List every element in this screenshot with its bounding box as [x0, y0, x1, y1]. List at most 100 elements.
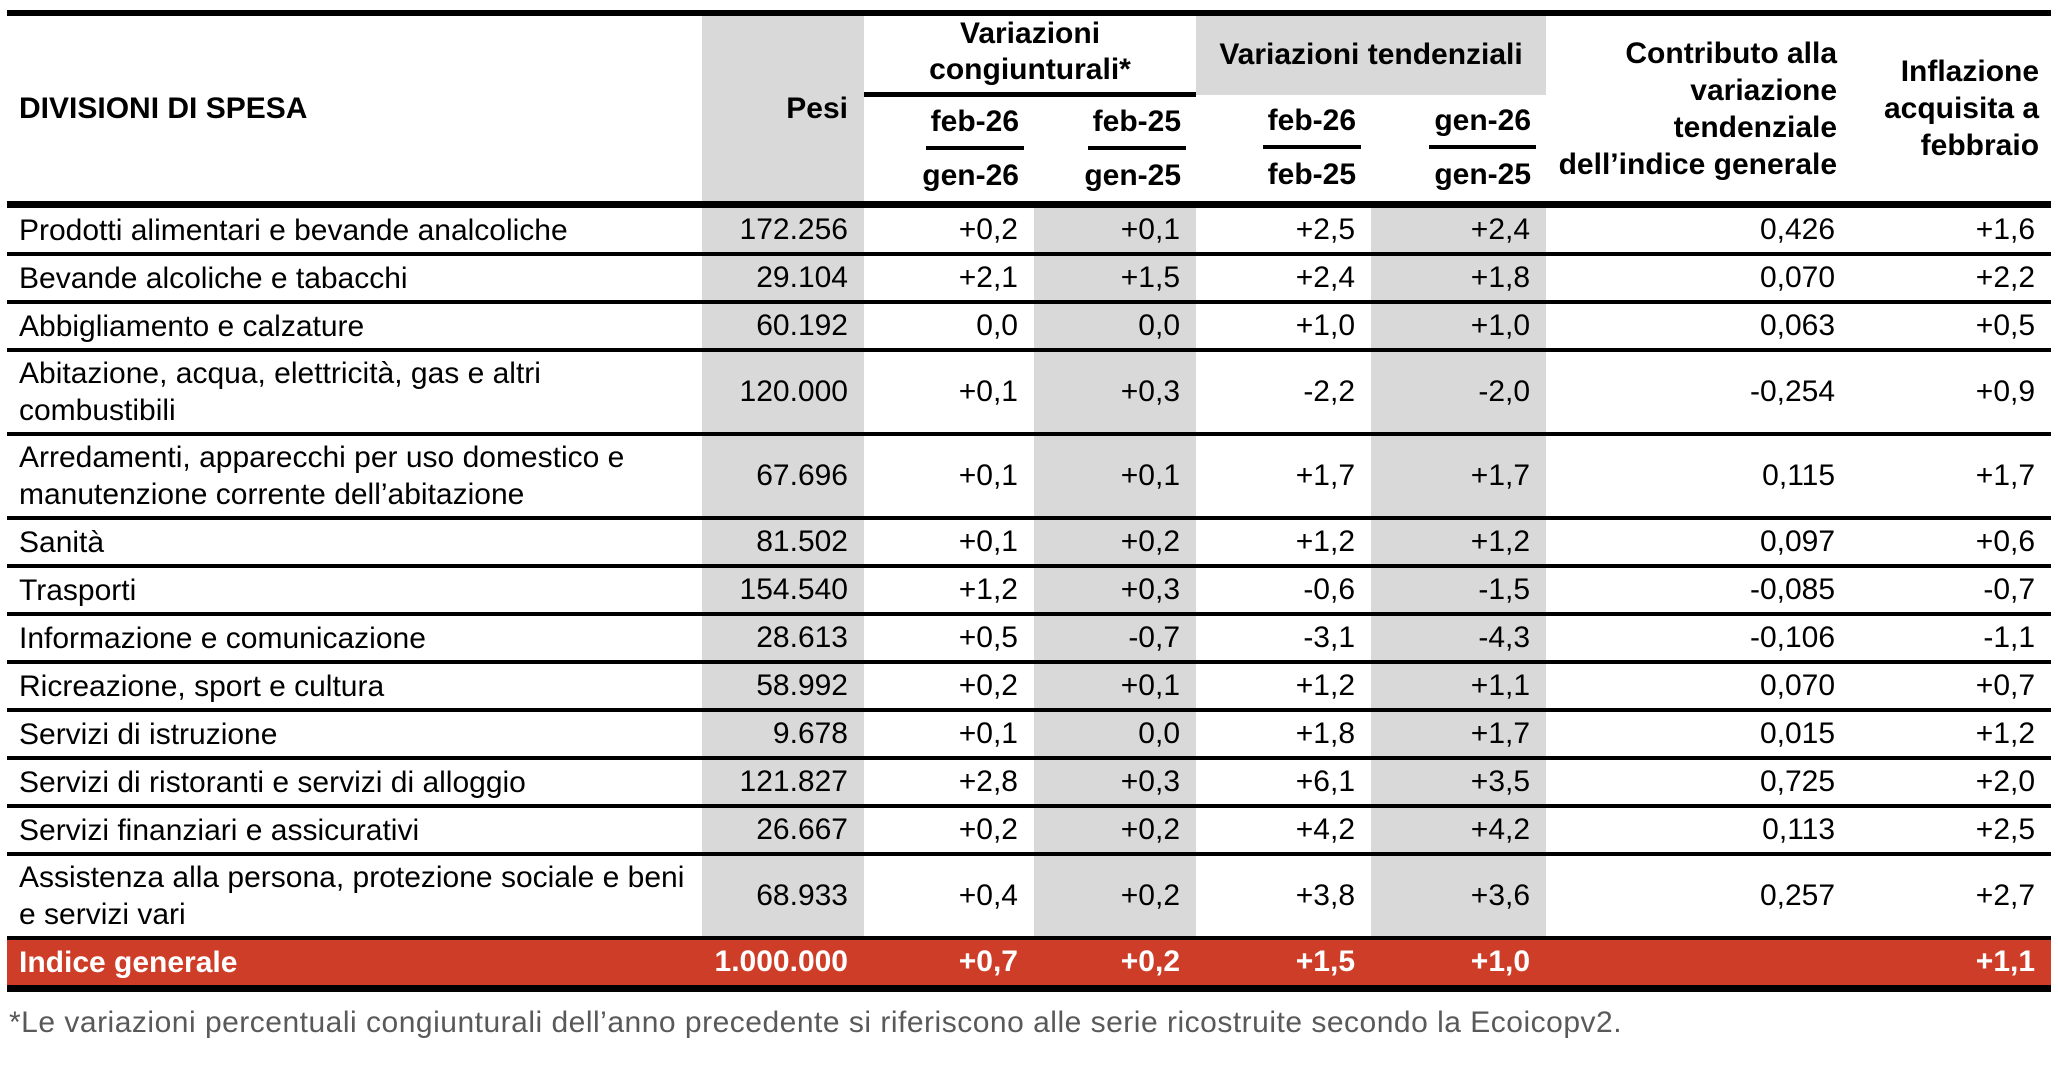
contributo-cell: 0,113: [1546, 806, 1852, 856]
contributo-cell: -0,106: [1546, 614, 1852, 664]
tend-curr-cell: +1,8: [1196, 710, 1372, 760]
inflazione-cell: +1,6: [1851, 204, 2052, 256]
period-header-tend-prev: gen-26 gen-25: [1371, 94, 1547, 208]
tend-prev-cell: +1,2: [1371, 518, 1547, 568]
cong-prev-cell: +1,5: [1034, 254, 1197, 304]
tend-curr-cell: +4,2: [1196, 806, 1372, 856]
division-cell: Abitazione, acqua, elettricità, gas e al…: [7, 350, 702, 436]
cong-curr-cell: +0,1: [864, 518, 1034, 568]
cong-prev-cell: +0,1: [1034, 662, 1197, 712]
cong-prev-cell: +0,2: [1034, 806, 1197, 856]
tend-prev-cell: +2,4: [1371, 204, 1547, 256]
pesi-cell: 58.992: [702, 662, 864, 712]
division-cell: Indice generale: [7, 938, 702, 992]
cong-curr-cell: +2,8: [864, 758, 1034, 808]
page: DIVISIONI DI SPESA Pesi Variazioni congi…: [7, 10, 2052, 1039]
column-group-tendenziali: Variazioni tendenziali: [1196, 10, 1547, 95]
tend-curr-cell: -3,1: [1196, 614, 1372, 664]
contributo-cell: 0,426: [1546, 204, 1852, 256]
pesi-cell: 121.827: [702, 758, 864, 808]
pesi-cell: 81.502: [702, 518, 864, 568]
table-row: Sanità 81.502 +0,1 +0,2 +1,2 +1,2 0,097 +0,6: [7, 518, 2052, 568]
table-body: Prodotti alimentari e bevande analcolich…: [7, 204, 2052, 992]
table-row: Ricreazione, sport e cultura 58.992 +0,2 +0…: [7, 662, 2052, 712]
cong-prev-cell: +0,3: [1034, 758, 1197, 808]
cong-curr-cell: +0,1: [864, 710, 1034, 760]
pesi-cell: 68.933: [702, 854, 864, 940]
period-header-cong-prev: feb-25 gen-25: [1034, 94, 1197, 208]
column-header-contributo: Contributo alla variazione tendenziale d…: [1546, 10, 1852, 208]
cong-prev-cell: +0,3: [1034, 566, 1197, 616]
tend-curr-cell: +6,1: [1196, 758, 1372, 808]
cong-curr-cell: +0,5: [864, 614, 1034, 664]
contributo-cell: -0,254: [1546, 350, 1852, 436]
tend-prev-cell: -2,0: [1371, 350, 1547, 436]
cong-curr-cell: +0,1: [864, 350, 1034, 436]
cong-prev-cell: +0,1: [1034, 434, 1197, 520]
table-row: Informazione e comunicazione 28.613 +0,5 -0…: [7, 614, 2052, 664]
pesi-cell: 26.667: [702, 806, 864, 856]
tend-prev-cell: -4,3: [1371, 614, 1547, 664]
pesi-cell: 9.678: [702, 710, 864, 760]
inflazione-cell: +2,7: [1851, 854, 2052, 940]
header-period-row: feb-26 gen-26 feb-25 gen-25 feb-26 feb-2…: [7, 94, 2051, 208]
cong-curr-cell: +0,2: [864, 204, 1034, 256]
cong-curr-cell: +0,1: [864, 434, 1034, 520]
period-denominator: gen-26: [922, 159, 1019, 192]
cong-curr-cell: 0,0: [864, 302, 1034, 352]
tend-curr-cell: +3,8: [1196, 854, 1372, 940]
tend-prev-cell: +1,1: [1371, 662, 1547, 712]
tend-curr-cell: +1,5: [1196, 938, 1372, 992]
contributo-cell: 0,115: [1546, 434, 1852, 520]
cong-prev-cell: +0,2: [1034, 938, 1197, 992]
contributo-cell: 0,097: [1546, 518, 1852, 568]
table-row: Servizi di istruzione 9.678 +0,1 0,0 +1,8 +1,…: [7, 710, 2052, 760]
total-row: Indice generale 1.000.000 +0,7 +0,2 +1,5 +1,0…: [7, 938, 2052, 992]
contributo-cell: -0,085: [1546, 566, 1852, 616]
division-cell: Ricreazione, sport e cultura: [7, 662, 702, 712]
period-numerator: feb-25: [1087, 103, 1187, 150]
tend-prev-cell: +1,0: [1371, 302, 1547, 352]
tend-prev-cell: -1,5: [1371, 566, 1547, 616]
tend-prev-cell: +1,7: [1371, 710, 1547, 760]
inflazione-cell: +0,7: [1851, 662, 2052, 712]
inflazione-cell: +2,0: [1851, 758, 2052, 808]
column-header-divisioni: DIVISIONI DI SPESA: [7, 10, 702, 208]
contributo-cell: 0,063: [1546, 302, 1852, 352]
pesi-cell: 67.696: [702, 434, 864, 520]
pesi-cell: 154.540: [702, 566, 864, 616]
table-row: Abbigliamento e calzature 60.192 0,0 0,0 +1,…: [7, 302, 2052, 352]
table-header: DIVISIONI DI SPESA Pesi Variazioni congi…: [7, 10, 2052, 208]
division-cell: Trasporti: [7, 566, 702, 616]
inflazione-cell: +1,1: [1851, 938, 2052, 992]
period-header-tend-curr: feb-26 feb-25: [1196, 94, 1372, 208]
division-cell: Servizi finanziari e assicurativi: [7, 806, 702, 856]
cong-prev-cell: +0,1: [1034, 204, 1197, 256]
cong-prev-cell: +0,2: [1034, 518, 1197, 568]
tend-prev-cell: +1,8: [1371, 254, 1547, 304]
table-row: Servizi di ristoranti e servizi di allog…: [7, 758, 2052, 808]
period-denominator: gen-25: [1084, 159, 1182, 192]
inflazione-cell: +1,7: [1851, 434, 2052, 520]
cong-curr-cell: +0,4: [864, 854, 1034, 940]
period-numerator: feb-26: [1262, 102, 1362, 149]
pesi-cell: 172.256: [702, 204, 864, 256]
contributo-cell: 0,015: [1546, 710, 1852, 760]
table-row: Bevande alcoliche e tabacchi 29.104 +2,1 +1…: [7, 254, 2052, 304]
inflazione-cell: +0,9: [1851, 350, 2052, 436]
inflazione-cell: -1,1: [1851, 614, 2052, 664]
division-cell: Arredamenti, apparecchi per uso domestic…: [7, 434, 702, 520]
tend-curr-cell: -0,6: [1196, 566, 1372, 616]
pesi-cell: 60.192: [702, 302, 864, 352]
inflazione-cell: +2,2: [1851, 254, 2052, 304]
inflazione-cell: -0,7: [1851, 566, 2052, 616]
header-group-row: DIVISIONI DI SPESA Pesi Variazioni congi…: [7, 10, 2052, 208]
tend-curr-cell: +2,4: [1196, 254, 1372, 304]
tend-prev-cell: +3,6: [1371, 854, 1547, 940]
division-cell: Servizi di istruzione: [7, 710, 702, 760]
tend-prev-cell: +1,0: [1371, 938, 1547, 992]
pesi-cell: 1.000.000: [702, 938, 864, 992]
footnote: *Le variazioni percentuali congiunturali…: [9, 1005, 1623, 1039]
column-group-congiunturali: Variazioni congiunturali*: [864, 10, 1197, 97]
table-row: Arredamenti, apparecchi per uso domestic…: [7, 434, 2052, 520]
